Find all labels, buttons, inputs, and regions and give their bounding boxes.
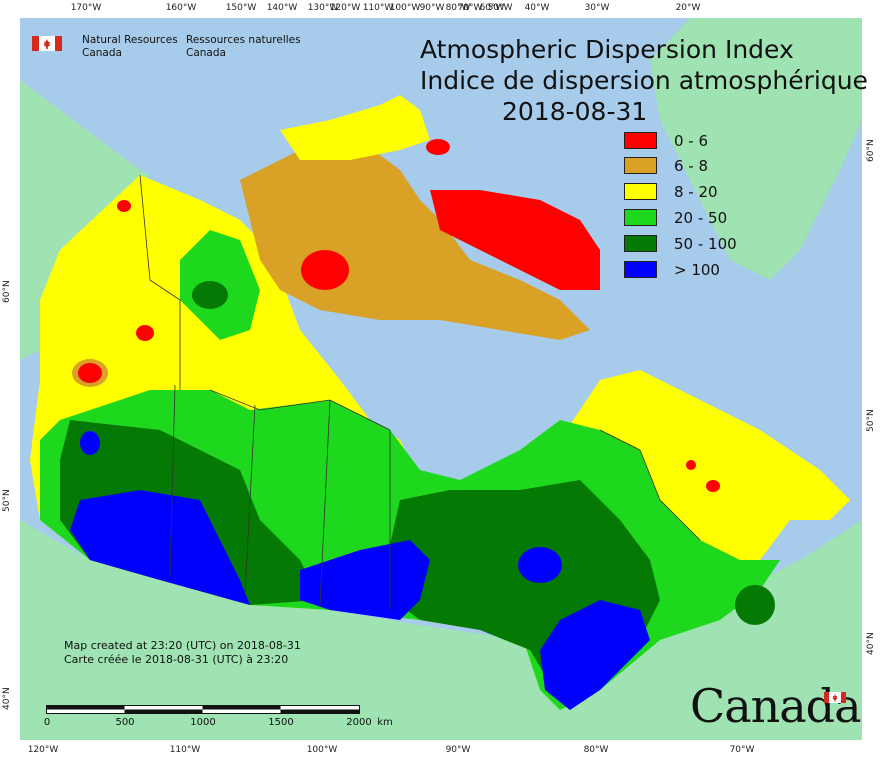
map-title: Atmospheric Dispersion Index Indice de d…	[420, 34, 868, 127]
creation-note: Map created at 23:20 (UTC) on 2018-08-31…	[64, 639, 301, 667]
legend-swatch	[624, 235, 657, 252]
scale-label-0: 0	[43, 717, 51, 728]
legend-label: 50 - 100	[674, 235, 737, 253]
legend-swatch	[624, 261, 657, 278]
legend-label: 20 - 50	[674, 209, 728, 227]
legend-swatch	[624, 183, 657, 200]
graticule-top-110w: 110°W	[362, 3, 394, 13]
baffin-island	[430, 190, 600, 290]
graticule-top-100w: 100°W	[389, 3, 421, 13]
blue-spot-b	[80, 431, 100, 455]
creation-note-en: Map created at 23:20 (UTC) on 2018-08-31	[64, 639, 301, 652]
arctic-islands	[240, 140, 590, 340]
graticule-left-50n: 50°N	[2, 489, 12, 512]
hudson-bay	[400, 360, 540, 460]
blue-spot-a	[518, 547, 562, 583]
spot-yukon-red	[78, 363, 102, 383]
graticule-top-170w: 170°W	[70, 3, 102, 13]
red-zone-north	[426, 139, 450, 155]
legend-swatch	[624, 132, 657, 149]
scale-unit: km	[377, 717, 393, 728]
graticule-top-60w: 60°W	[479, 3, 505, 13]
graticule-top-50w: 50°W	[487, 3, 513, 13]
agency-name-fr: Ressources naturelles Canada	[186, 34, 301, 60]
legend-item: 50 - 100	[624, 235, 764, 255]
legend-swatch	[624, 209, 657, 226]
red-zone-arctic	[301, 250, 349, 290]
map-title-fr: Indice de dispersion atmosphérique	[420, 66, 868, 95]
arctic-islands-north	[280, 95, 430, 160]
legend-item: 0 - 6	[624, 132, 764, 152]
graticule-top-90w: 90°W	[419, 3, 445, 13]
spot-quebec-red	[706, 480, 720, 492]
agency-name-en-line1: Natural Resources	[82, 34, 178, 46]
graticule-bottom-80w: 80°W	[583, 745, 609, 755]
legend-label: > 100	[674, 261, 720, 279]
map-canvas	[20, 18, 862, 740]
darkgreen-maritimes	[735, 585, 775, 625]
graticule-top-130w: 130°W	[307, 3, 339, 13]
canada-flag-icon	[32, 36, 62, 51]
creation-note-fr: Carte créée le 2018-08-31 (UTC) à 23:20	[64, 653, 289, 666]
graticule-left-40n: 40°N	[2, 687, 12, 710]
graticule-bottom-110w: 110°W	[169, 745, 201, 755]
legend-label: 6 - 8	[674, 157, 709, 175]
blue-prairie	[70, 490, 250, 605]
greenland-region	[650, 18, 862, 280]
scale-bar	[46, 705, 360, 714]
graticule-top-80w: 80°W	[445, 3, 471, 13]
spot-alaska-red	[117, 200, 131, 212]
legend-label: 0 - 6	[674, 132, 709, 150]
graticule-top-140w: 140°W	[266, 3, 298, 13]
graticule-bottom-100w: 100°W	[306, 745, 338, 755]
agency-name-en: Natural Resources Canada	[82, 34, 178, 60]
graticule-top-40w: 40°W	[524, 3, 550, 13]
scale-label-2000: 2000	[346, 717, 372, 728]
graticule-bottom-70w: 70°W	[729, 745, 755, 755]
graticule-right-40n: 40°N	[866, 632, 876, 655]
spot-quebec-red-2	[686, 460, 696, 470]
province-borders	[139, 174, 701, 610]
blue-ontario	[540, 600, 650, 710]
graticule-top-70w: 70°W	[457, 3, 483, 13]
graticule-bottom-90w: 90°W	[445, 745, 471, 755]
map-title-en: Atmospheric Dispersion Index	[420, 35, 794, 64]
blue-manitoba	[300, 540, 430, 620]
legend-item: > 100	[624, 261, 764, 281]
legend-swatch	[624, 157, 657, 174]
scale-label-1500: 1500	[268, 717, 294, 728]
graticule-top-160w: 160°W	[165, 3, 197, 13]
canada-wordmark: Canada	[690, 679, 862, 733]
graticule-bottom-120w: 120°W	[27, 745, 59, 755]
agency-name-fr-line1: Ressources naturelles	[186, 34, 301, 46]
usa-region	[20, 520, 862, 740]
graticule-top-20w: 20°W	[675, 3, 701, 13]
graticule-left-60n: 60°N	[2, 280, 12, 303]
scale-label-1000: 1000	[190, 717, 216, 728]
graticule-right-60n: 60°N	[866, 139, 876, 162]
spot-bc-red	[136, 325, 154, 341]
legend-item: 6 - 8	[624, 157, 764, 177]
dispersion-map	[20, 18, 862, 740]
graticule-top-30w: 30°W	[584, 3, 610, 13]
graticule-right-50n: 50°N	[866, 409, 876, 432]
agency-name-fr-line2: Canada	[186, 47, 226, 59]
scale-label-500: 500	[115, 717, 135, 728]
canada-wordmark-flag-icon	[824, 692, 846, 703]
darkgreen-spot	[192, 281, 228, 309]
graticule-top-120w: 120°W	[329, 3, 361, 13]
agency-name-en-line2: Canada	[82, 47, 122, 59]
graticule-top-150w: 150°W	[225, 3, 257, 13]
legend-label: 8 - 20	[674, 183, 718, 201]
legend-item: 8 - 20	[624, 183, 764, 203]
legend-item: 20 - 50	[624, 209, 764, 229]
map-date: 2018-08-31	[502, 97, 648, 126]
